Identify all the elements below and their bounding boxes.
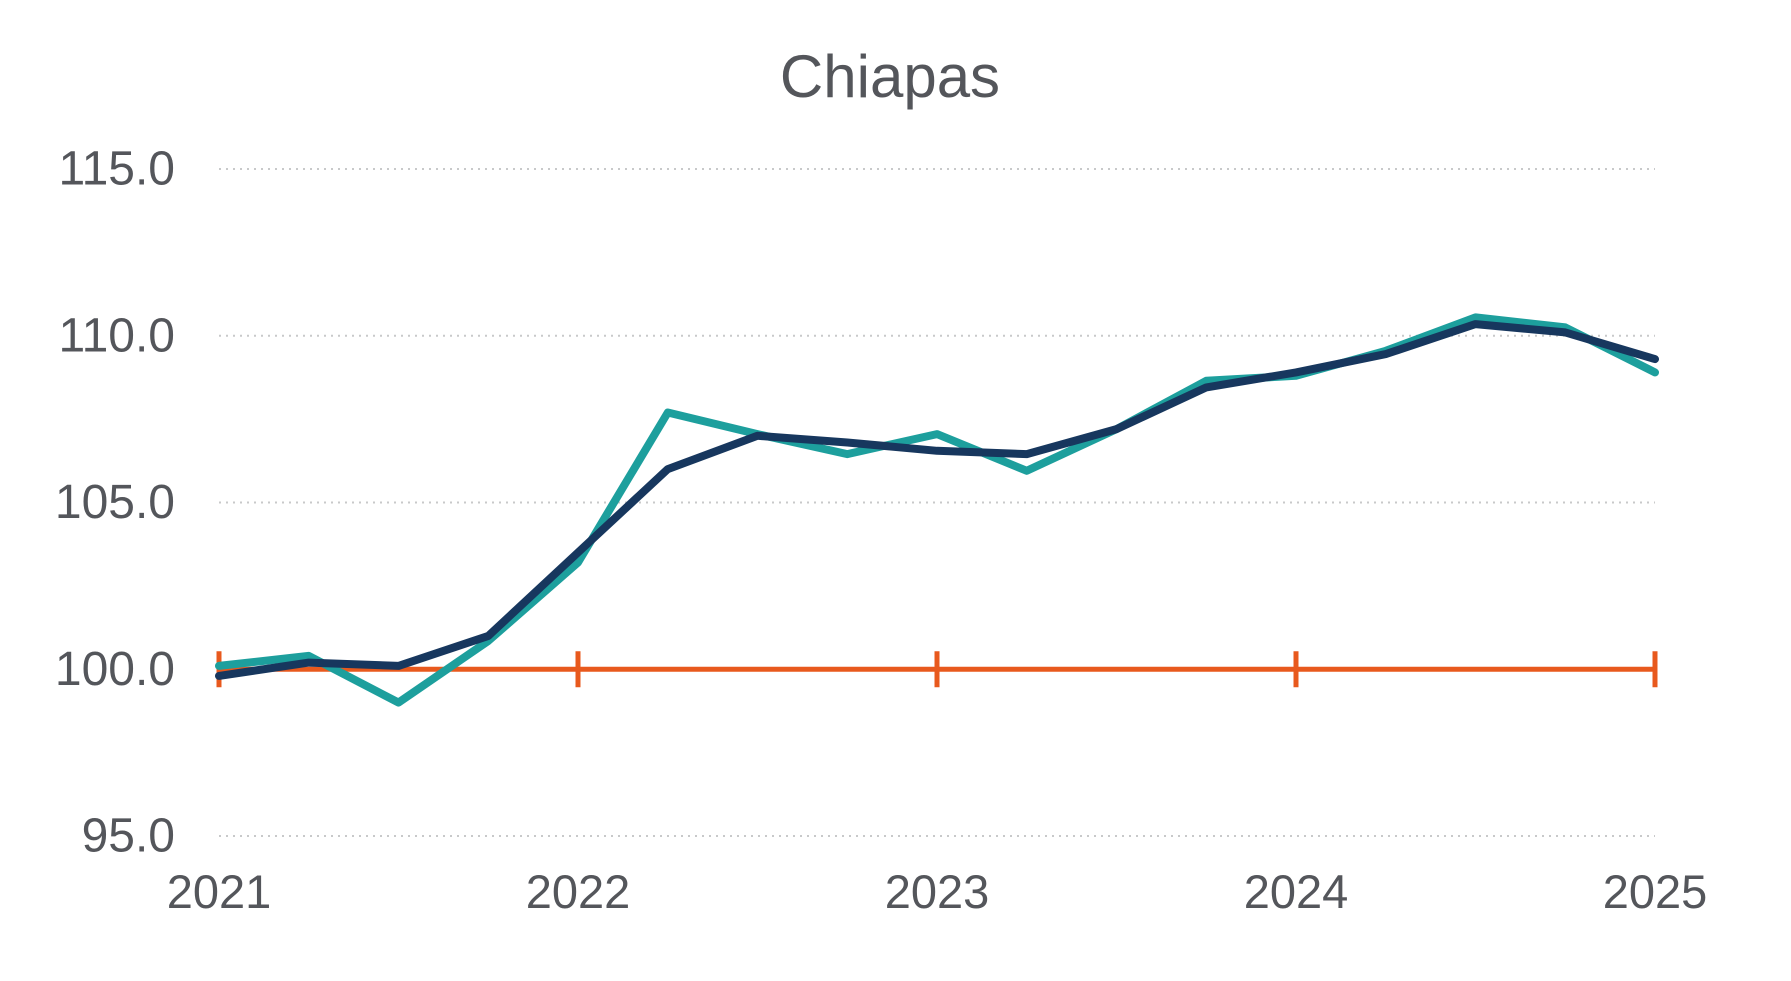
x-tick-label-2024: 2024 — [1244, 865, 1349, 918]
y-tick-label-100.0: 100.0 — [55, 643, 175, 696]
y-tick-label-105.0: 105.0 — [55, 476, 175, 529]
x-tick-label-2025: 2025 — [1603, 865, 1708, 918]
y-tick-label-110.0: 110.0 — [58, 309, 175, 362]
y-tick-label-115.0: 115.0 — [58, 143, 175, 196]
chart-title: Chiapas — [780, 43, 1000, 110]
series-layer — [215, 313, 1659, 707]
y-tick-label-95.0: 95.0 — [82, 810, 175, 863]
series-teal-line — [215, 313, 1659, 707]
x-tick-label-2023: 2023 — [885, 865, 990, 918]
axis-labels-layer: 95.0 100.0 105.0 110.0 115.0 2021 2022 2023 2024… — [55, 143, 1707, 919]
gridlines-layer — [219, 168, 1655, 837]
x-tick-label-2021: 2021 — [167, 865, 272, 918]
baseline-layer — [216, 651, 1658, 688]
x-tick-label-2022: 2022 — [526, 865, 631, 918]
series-navy-line — [215, 320, 1659, 680]
